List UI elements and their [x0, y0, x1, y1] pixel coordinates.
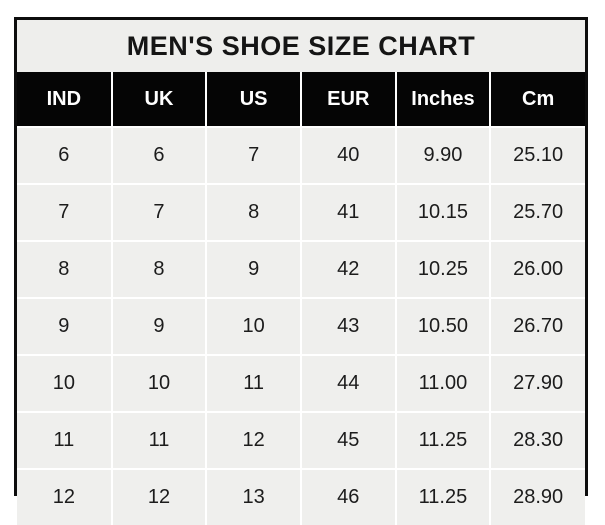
title-row: MEN'S SHOE SIZE CHART [16, 19, 586, 72]
column-header-cm: Cm [489, 72, 586, 128]
table-cell: 12 [205, 411, 302, 470]
table-cell: 12 [16, 468, 113, 525]
table-cell: 25.10 [489, 126, 586, 185]
table-cell: 7 [110, 183, 208, 242]
column-header-uk: UK [110, 72, 208, 128]
table-cell: 11 [205, 354, 302, 413]
column-header-eur: EUR [299, 72, 397, 128]
table-cell: 41 [299, 183, 397, 242]
table-row: 9 9 10 43 10.50 26.70 [16, 297, 586, 356]
table-cell: 9 [110, 297, 208, 356]
column-header-ind: IND [16, 72, 113, 128]
table-cell: 11 [110, 411, 208, 470]
table-cell: 10.50 [394, 297, 492, 356]
table-cell: 10.15 [394, 183, 492, 242]
table-row: 8 8 9 42 10.25 26.00 [16, 240, 586, 299]
table-row: 10 10 11 44 11.00 27.90 [16, 354, 586, 413]
table-cell: 11.25 [394, 411, 492, 470]
table-cell: 11.25 [394, 468, 492, 525]
table-cell: 10 [110, 354, 208, 413]
table-cell: 9.90 [394, 126, 492, 185]
column-header-us: US [205, 72, 302, 128]
table-cell: 25.70 [489, 183, 586, 242]
table-row: 6 6 7 40 9.90 25.10 [16, 126, 586, 185]
table-row: 12 12 13 46 11.25 28.90 [16, 468, 586, 525]
table-cell: 27.90 [489, 354, 586, 413]
table-cell: 10 [205, 297, 302, 356]
table-cell: 42 [299, 240, 397, 299]
table-cell: 7 [205, 126, 302, 185]
header-row: IND UK US EUR Inches Cm [16, 72, 586, 128]
table-cell: 43 [299, 297, 397, 356]
table-cell: 10.25 [394, 240, 492, 299]
table-cell: 6 [110, 126, 208, 185]
table-cell: 8 [110, 240, 208, 299]
table-cell: 13 [205, 468, 302, 525]
shoe-size-chart: MEN'S SHOE SIZE CHART IND UK US EUR Inch… [14, 17, 588, 525]
table-cell: 45 [299, 411, 397, 470]
table-cell: 10 [16, 354, 113, 413]
table-cell: 26.00 [489, 240, 586, 299]
table-cell: 44 [299, 354, 397, 413]
table-row: 7 7 8 41 10.15 25.70 [16, 183, 586, 242]
table-cell: 6 [16, 126, 113, 185]
chart-title: MEN'S SHOE SIZE CHART [16, 19, 586, 72]
table-cell: 8 [16, 240, 113, 299]
table-row: 11 11 12 45 11.25 28.30 [16, 411, 586, 470]
column-header-inches: Inches [394, 72, 492, 128]
table-cell: 7 [16, 183, 113, 242]
table-cell: 9 [16, 297, 113, 356]
table-cell: 11 [16, 411, 113, 470]
size-chart-table: MEN'S SHOE SIZE CHART IND UK US EUR Inch… [16, 19, 586, 525]
table-cell: 9 [205, 240, 302, 299]
table-cell: 8 [205, 183, 302, 242]
table-cell: 11.00 [394, 354, 492, 413]
table-cell: 12 [110, 468, 208, 525]
table-cell: 46 [299, 468, 397, 525]
table-cell: 28.30 [489, 411, 586, 470]
table-cell: 40 [299, 126, 397, 185]
table-cell: 28.90 [489, 468, 586, 525]
table-cell: 26.70 [489, 297, 586, 356]
